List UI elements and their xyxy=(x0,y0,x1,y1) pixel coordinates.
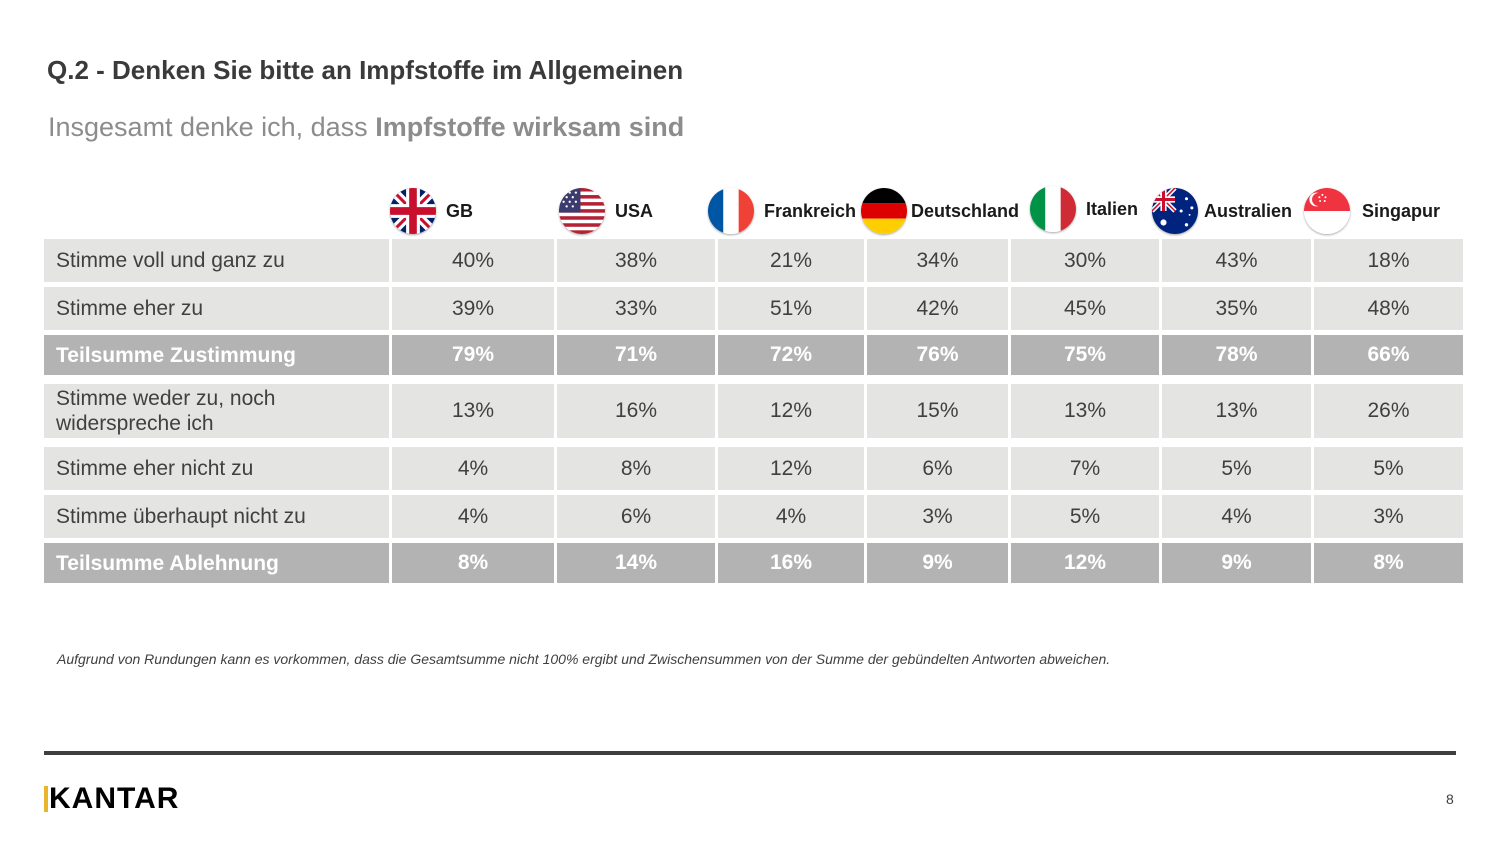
country-name: Deutschland xyxy=(911,200,1020,221)
table-row: Stimme voll und ganz zu 40% 38% 21% 34% … xyxy=(44,239,1463,287)
table-cell: 8% xyxy=(557,447,715,495)
italy-flag-icon xyxy=(1030,186,1076,232)
table-cell: 42% xyxy=(867,287,1008,335)
table-cell: 39% xyxy=(392,287,554,335)
table-cell: 3% xyxy=(1314,495,1463,543)
table-cell: 43% xyxy=(1162,239,1311,287)
table-cell: 8% xyxy=(1314,543,1463,588)
table-cell: 8% xyxy=(392,543,554,588)
table-cell: 76% xyxy=(867,335,1008,384)
table-cell: 9% xyxy=(867,543,1008,588)
table-cell: 16% xyxy=(718,543,864,588)
row-label: Stimme überhaupt nicht zu xyxy=(44,495,389,543)
table-cell: 21% xyxy=(718,239,864,287)
table-cell: 35% xyxy=(1162,287,1311,335)
country-header-france: Frankreich xyxy=(708,186,856,236)
country-name: USA xyxy=(615,200,654,221)
table-cell: 13% xyxy=(1011,384,1159,447)
table-row: Stimme überhaupt nicht zu 4% 6% 4% 3% 5%… xyxy=(44,495,1463,543)
row-label: Teilsumme Zustimmung xyxy=(44,335,389,384)
country-name: Singapur xyxy=(1362,200,1441,221)
table-cell: 6% xyxy=(867,447,1008,495)
table-cell: 45% xyxy=(1011,287,1159,335)
table-cell: 18% xyxy=(1314,239,1463,287)
footer-divider xyxy=(44,751,1456,755)
subtitle-emphasis: Impfstoffe wirksam sind xyxy=(375,112,685,142)
page-number: 8 xyxy=(1446,791,1454,807)
table-cell: 5% xyxy=(1314,447,1463,495)
table-cell: 13% xyxy=(1162,384,1311,447)
country-header-italy: Italien xyxy=(1030,184,1138,234)
table-cell: 48% xyxy=(1314,287,1463,335)
table-cell: 71% xyxy=(557,335,715,384)
table-cell: 9% xyxy=(1162,543,1311,588)
footnote: Aufgrund von Rundungen kann es vorkommen… xyxy=(57,651,1111,667)
table-cell: 16% xyxy=(557,384,715,447)
table-cell: 12% xyxy=(718,447,864,495)
france-flag-icon xyxy=(708,188,754,234)
germany-flag-icon xyxy=(861,188,907,234)
table-cell: 30% xyxy=(1011,239,1159,287)
country-header-germany: Deutschland xyxy=(861,186,1019,236)
row-label: Stimme weder zu, noch widerspreche ich xyxy=(44,384,389,447)
table-cell: 5% xyxy=(1162,447,1311,495)
country-name: Frankreich xyxy=(764,200,857,221)
logo-accent-bar xyxy=(44,786,48,812)
table-cell: 12% xyxy=(718,384,864,447)
subtitle-prefix: Insgesamt denke ich, dass xyxy=(48,112,376,142)
table-cell: 4% xyxy=(718,495,864,543)
table-cell: 7% xyxy=(1011,447,1159,495)
table-cell: 4% xyxy=(1162,495,1311,543)
page-title: Q.2 - Denken Sie bitte an Impfstoffe im … xyxy=(47,55,684,85)
row-label: Stimme eher nicht zu xyxy=(44,447,389,495)
table-cell: 4% xyxy=(392,495,554,543)
table-cell: 12% xyxy=(1011,543,1159,588)
kantar-logo: KANTAR xyxy=(44,782,180,815)
country-header-usa: USA xyxy=(559,186,653,236)
country-header-australia: Australien xyxy=(1152,186,1292,236)
table-cell: 40% xyxy=(392,239,554,287)
table-cell: 26% xyxy=(1314,384,1463,447)
table-cell: 38% xyxy=(557,239,715,287)
country-name: Australien xyxy=(1204,200,1293,221)
usa-flag-icon xyxy=(559,188,605,234)
brand-name: KANTAR xyxy=(49,782,180,815)
table-cell: 51% xyxy=(718,287,864,335)
country-header-row: GB USA xyxy=(0,186,1500,236)
uk-flag-icon xyxy=(390,188,436,234)
country-header-gb: GB xyxy=(390,186,473,236)
page-subtitle: Insgesamt denke ich, dass Impfstoffe wir… xyxy=(48,112,684,143)
table-cell: 66% xyxy=(1314,335,1463,384)
table-cell: 75% xyxy=(1011,335,1159,384)
singapore-flag-icon xyxy=(1304,188,1350,234)
table-cell: 13% xyxy=(392,384,554,447)
row-label: Teilsumme Ablehnung xyxy=(44,543,389,588)
table-cell: 4% xyxy=(392,447,554,495)
row-label: Stimme voll und ganz zu xyxy=(44,239,389,287)
table-cell: 5% xyxy=(1011,495,1159,543)
australia-flag-icon xyxy=(1152,188,1198,234)
table-cell: 79% xyxy=(392,335,554,384)
country-header-singapore: Singapur xyxy=(1304,186,1440,236)
table-cell: 72% xyxy=(718,335,864,384)
country-name: GB xyxy=(446,200,473,221)
table-cell: 34% xyxy=(867,239,1008,287)
results-table: Stimme voll und ganz zu 40% 38% 21% 34% … xyxy=(41,239,1466,588)
table-cell: 6% xyxy=(557,495,715,543)
table-cell: 15% xyxy=(867,384,1008,447)
row-label: Stimme eher zu xyxy=(44,287,389,335)
table-row: Stimme eher zu 39% 33% 51% 42% 45% 35% 4… xyxy=(44,287,1463,335)
table-row: Stimme eher nicht zu 4% 8% 12% 6% 7% 5% … xyxy=(44,447,1463,495)
country-name: Italien xyxy=(1086,198,1139,219)
table-cell: 78% xyxy=(1162,335,1311,384)
table-cell: 3% xyxy=(867,495,1008,543)
subtotal-row: Teilsumme Ablehnung 8% 14% 16% 9% 12% 9%… xyxy=(44,543,1463,588)
subtotal-row: Teilsumme Zustimmung 79% 71% 72% 76% 75%… xyxy=(44,335,1463,384)
table-row: Stimme weder zu, noch widerspreche ich 1… xyxy=(44,384,1463,447)
table-cell: 33% xyxy=(557,287,715,335)
table-cell: 14% xyxy=(557,543,715,588)
